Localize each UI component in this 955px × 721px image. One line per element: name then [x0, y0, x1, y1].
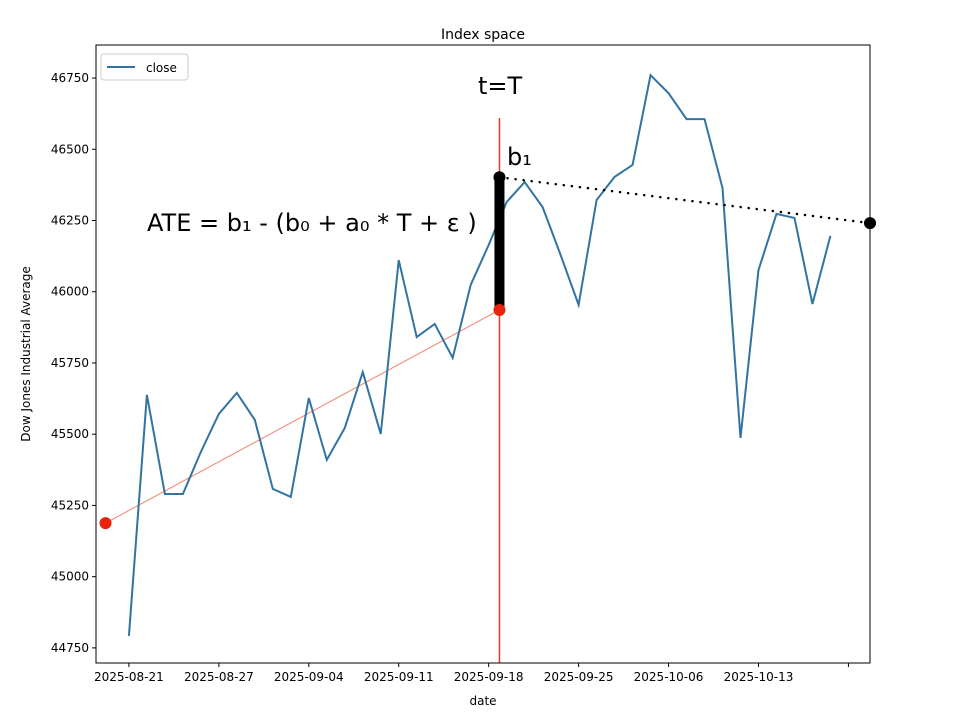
x-tick-label: 2025-09-18	[454, 670, 524, 684]
y-tick-label: 46750	[51, 71, 89, 85]
x-tick-label: 2025-09-25	[544, 670, 614, 684]
x-tick-label: 2025-10-13	[724, 670, 794, 684]
pre-trend-line	[105, 309, 500, 524]
b1-dot	[493, 171, 506, 184]
x-tick-label: 2025-10-06	[634, 670, 704, 684]
counterfactual-dot	[493, 303, 506, 316]
y-tick-label: 45250	[51, 498, 89, 512]
x-tick-label: 2025-08-21	[94, 670, 164, 684]
x-tick-label: 2025-09-11	[364, 670, 434, 684]
legend-box	[100, 53, 189, 81]
post-trend-dotted-line	[498, 175, 872, 225]
x-tick-label: 2025-08-27	[184, 670, 254, 684]
t-equals-T-label: t=T	[478, 72, 523, 100]
pre-trend-start-dot	[99, 517, 112, 530]
y-tick-label: 45000	[51, 570, 89, 584]
series-close-line	[127, 73, 832, 637]
x-tick-label: 2025-09-04	[274, 670, 344, 684]
x-axis-label: date	[469, 694, 496, 708]
y-tick-label: 44750	[51, 641, 89, 655]
y-tick-label: 46500	[51, 142, 89, 156]
y-axis-label: Dow Jones Industrial Average	[19, 266, 33, 442]
y-tick-label: 45750	[51, 356, 89, 370]
y-tick-label: 45500	[51, 427, 89, 441]
chart-title: Index space	[441, 27, 525, 43]
plot-frame	[95, 44, 871, 664]
y-tick-label: 46000	[51, 285, 89, 299]
legend-label-close: close	[146, 61, 177, 75]
ate-formula: ATE = b₁ - (b₀ + a₀ * T + ε )	[147, 209, 477, 237]
b1-label: b₁	[507, 143, 532, 171]
y-tick-label: 46250	[51, 214, 89, 228]
